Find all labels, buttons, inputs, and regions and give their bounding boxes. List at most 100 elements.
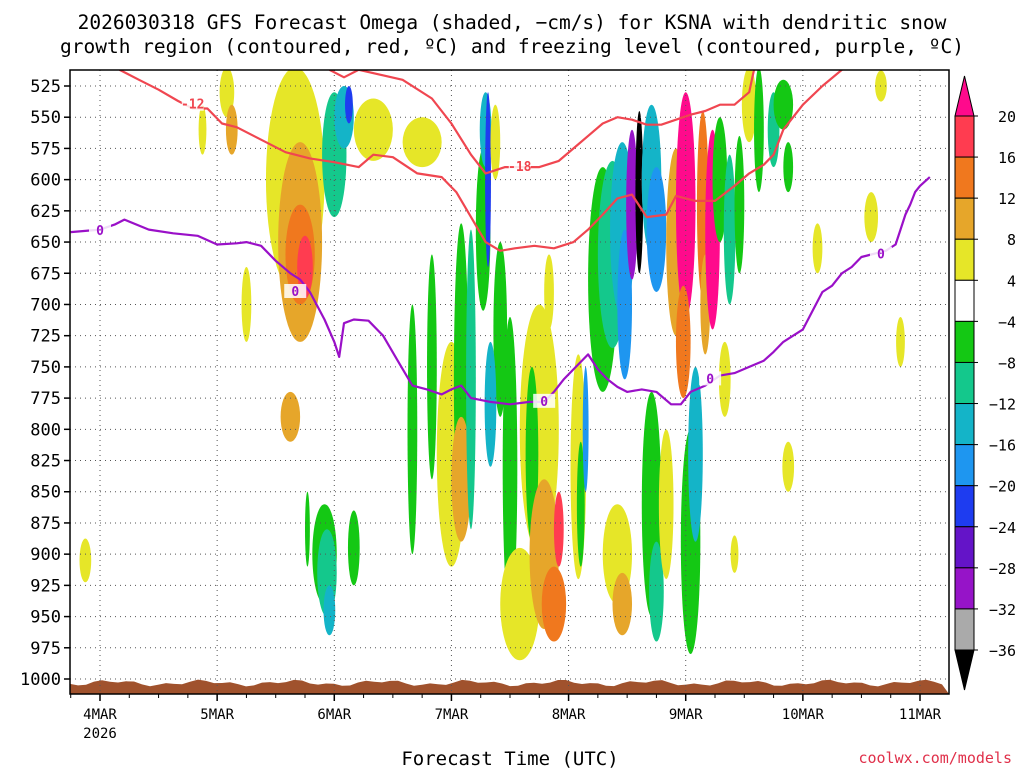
omega-cell	[646, 167, 667, 292]
dgz-contour-line	[118, 70, 843, 252]
colorbar-segment	[954, 526, 975, 569]
omega-cell	[773, 79, 794, 130]
colorbar-segment	[954, 156, 975, 199]
freezing-level-line	[70, 176, 931, 406]
y-tick-label: 775	[30, 389, 61, 409]
omega-cell	[576, 441, 585, 567]
omega-cell	[297, 235, 313, 299]
omega-cell	[345, 86, 353, 124]
y-tick-label: 650	[30, 233, 61, 253]
y-tick-label: 850	[30, 483, 61, 503]
omega-cell	[484, 341, 497, 467]
x-tick-label: 5MAR	[200, 707, 234, 723]
omega-cell	[626, 129, 638, 280]
y-tick-label: 725	[30, 327, 61, 347]
terrain-layer	[70, 679, 949, 694]
x-axis: 4MAR 5MAR 6MAR 7MAR 8MAR 9MAR 10MAR 11MAR	[70, 694, 942, 723]
freezing-level-label: 0	[540, 395, 548, 410]
colorbar-segment	[954, 361, 975, 405]
omega-cell	[427, 254, 437, 480]
omega-cell	[675, 285, 691, 399]
omega-cell	[466, 229, 476, 530]
omega-cell	[280, 391, 301, 442]
colorbar-bottom-arrow	[954, 649, 975, 691]
omega-cell	[730, 535, 739, 573]
omega-cell	[754, 70, 764, 193]
omega-cell	[864, 192, 879, 243]
y-tick-label: 950	[30, 608, 61, 628]
omega-cell	[688, 366, 703, 542]
colorbar-label: −32	[989, 601, 1016, 619]
colorbar-label: 8	[1007, 231, 1016, 249]
contour-lines: -12 -18 0 0 0 0 0	[70, 70, 931, 410]
contour-label-bg	[533, 393, 556, 408]
x-tick-label: 7MAR	[435, 707, 469, 723]
colorbar-top-arrow	[954, 75, 975, 117]
omega-cell	[612, 572, 633, 636]
credit-text: coolwx.com/models	[858, 749, 1012, 767]
omega-cell	[347, 510, 360, 586]
omega-cell	[741, 70, 757, 143]
dgz-contour-line	[328, 70, 756, 175]
colorbar-segment	[954, 320, 975, 363]
grid-lines	[70, 70, 949, 694]
contour-label-bg	[284, 283, 307, 298]
omega-cell	[407, 304, 418, 555]
x-tick-label: 4MAR	[83, 707, 117, 723]
omega-cell	[896, 316, 905, 367]
freezing-level-label: 0	[706, 372, 714, 387]
omega-cell	[782, 441, 795, 492]
dgz-contour-label: -12	[181, 98, 204, 113]
colorbar-label: −16	[989, 437, 1016, 455]
contour-label-bg	[699, 371, 722, 386]
chart-title-line2: growth region (contoured, red, ºC) and f…	[60, 35, 964, 58]
colorbar-label: −8	[998, 354, 1016, 372]
y-tick-label: 800	[30, 420, 61, 440]
omega-cell	[541, 566, 567, 642]
terrain-fill	[70, 679, 949, 694]
colorbar-label: −12	[989, 396, 1016, 414]
dgz-contour-label: -18	[508, 160, 532, 175]
colorbar-segment	[954, 279, 975, 322]
omega-cell	[553, 491, 564, 567]
x-axis-title: Forecast Time (UTC)	[401, 748, 618, 768]
colorbar-label: 16	[998, 149, 1016, 167]
omega-cell	[225, 104, 238, 155]
colorbar-label: −36	[989, 642, 1016, 660]
y-tick-label: 1000	[20, 670, 61, 690]
colorbar-label: −24	[989, 519, 1016, 537]
colorbar-segment	[954, 608, 975, 651]
omega-cell	[500, 547, 540, 661]
x-tick-label: 6MAR	[317, 707, 351, 723]
omega-cell	[718, 341, 731, 417]
colorbar-label: 4	[1007, 272, 1016, 290]
y-axis: 525 550 575 600 625 650 675 700 725 750 775 800 825 8…	[20, 77, 70, 690]
colorbar-segment	[954, 567, 975, 610]
omega-cell	[783, 142, 794, 193]
omega-cell	[79, 538, 92, 583]
colorbar-segment	[954, 444, 975, 487]
x-tick-label: 10MAR	[782, 707, 825, 723]
omega-cell	[493, 242, 508, 417]
colorbar-label: −20	[989, 478, 1016, 496]
omega-cell	[485, 92, 491, 268]
omega-cell	[353, 98, 393, 161]
colorbar-segment	[954, 238, 975, 281]
y-tick-label: 700	[30, 295, 61, 315]
y-tick-label: 550	[30, 108, 61, 128]
y-tick-label: 875	[30, 514, 61, 534]
omega-cell	[402, 117, 442, 168]
colorbar-label: −4	[998, 313, 1016, 331]
omega-cell	[323, 585, 336, 636]
y-tick-label: 525	[30, 77, 61, 97]
omega-cell	[712, 117, 728, 243]
omega-cell	[658, 429, 674, 580]
y-tick-label: 575	[30, 139, 61, 159]
colorbar-label: 20	[998, 108, 1016, 126]
x-tick-label: 9MAR	[669, 707, 703, 723]
colorbar: 20 16 12 8 4 −4 −8 −12 −16 −20 −24 −28 −32 −36	[954, 75, 1016, 691]
year-label: 2026	[83, 726, 117, 742]
colorbar-segment	[954, 197, 975, 240]
omega-cell	[502, 316, 518, 617]
